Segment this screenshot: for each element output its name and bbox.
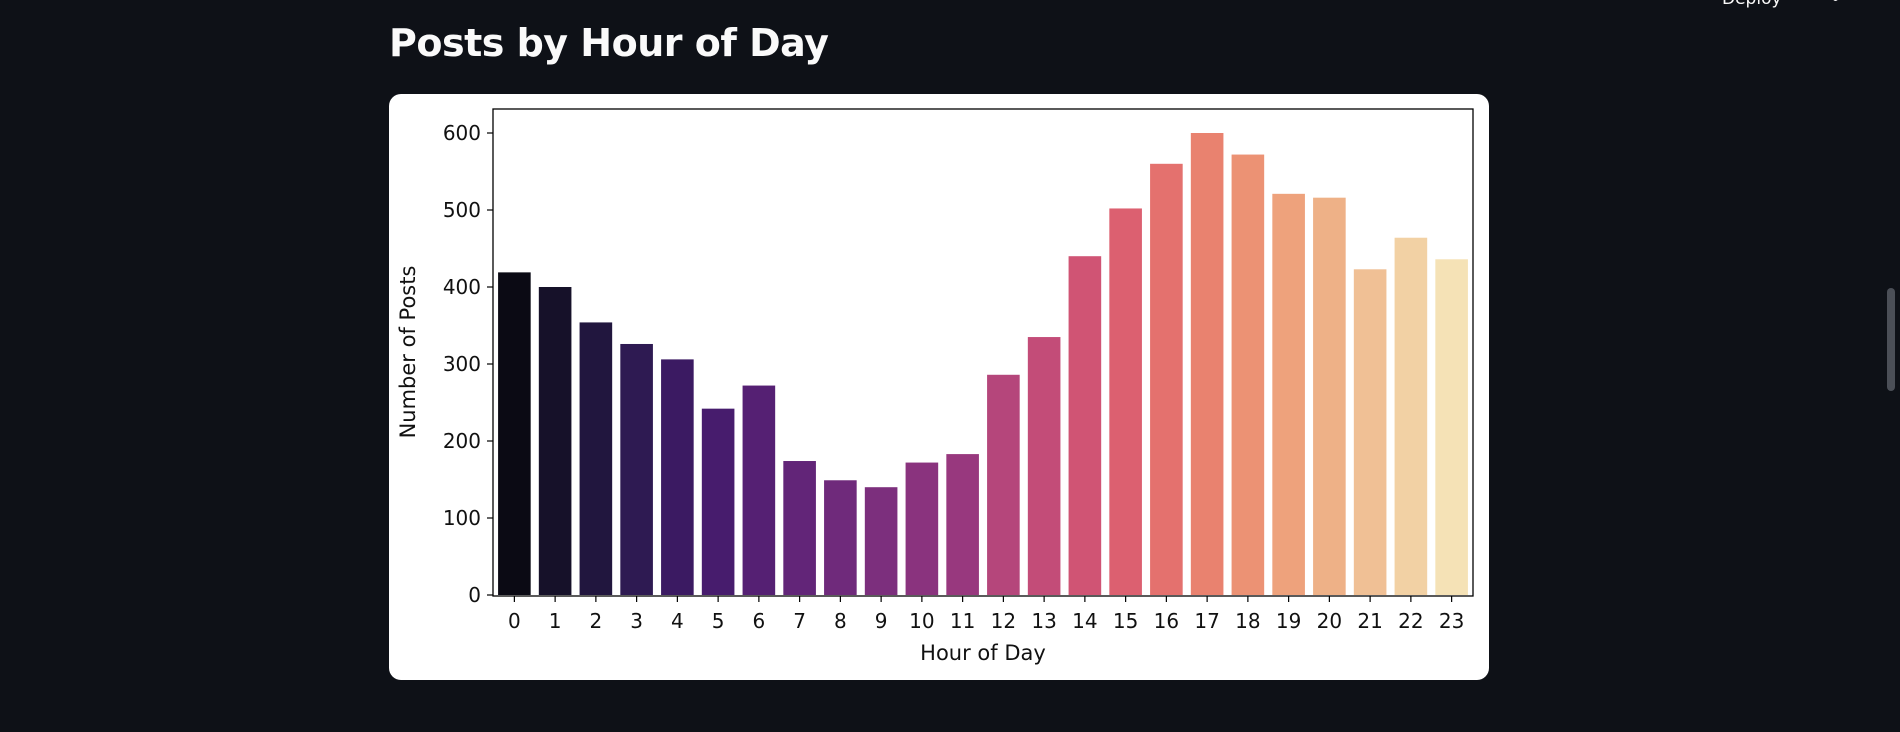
- y-tick-label: 300: [443, 352, 481, 376]
- bar-hour-17: [1190, 133, 1224, 595]
- x-tick-label: 17: [1194, 609, 1219, 633]
- x-tick-label: 18: [1235, 609, 1260, 633]
- y-tick-label: 600: [443, 121, 481, 145]
- x-tick-label: 20: [1317, 609, 1342, 633]
- y-tick-label: 100: [443, 506, 481, 530]
- deploy-button[interactable]: Deploy: [1722, 0, 1782, 9]
- x-tick-label: 0: [508, 609, 521, 633]
- y-tick-label: 500: [443, 198, 481, 222]
- bar-hour-7: [783, 461, 816, 595]
- x-tick-label: 6: [753, 609, 766, 633]
- bar-hour-10: [905, 462, 939, 595]
- bars-group: [498, 133, 1468, 596]
- bar-hour-0: [498, 272, 531, 595]
- x-tick-label: 23: [1439, 609, 1464, 633]
- bar-hour-6: [742, 385, 776, 595]
- bar-hour-21: [1353, 269, 1387, 595]
- chart-card: 0 100 200 300 400 500 600 0 1 2 3 4 5 6 7 8 9 10 11 12 13 14…: [389, 94, 1489, 680]
- scrollbar-thumb[interactable]: [1887, 288, 1895, 391]
- plot-frame: [492, 108, 1474, 597]
- x-tick-label: 3: [630, 609, 643, 633]
- x-tick-label: 22: [1398, 609, 1423, 633]
- bar-hour-16: [1150, 163, 1183, 596]
- bar-hour-19: [1272, 193, 1305, 595]
- bar-hour-4: [661, 359, 694, 595]
- bar-hour-23: [1435, 259, 1468, 595]
- bar-hour-3: [620, 343, 653, 595]
- x-tick-label: 9: [875, 609, 888, 633]
- y-axis: 0 100 200 300 400 500 600: [443, 121, 493, 607]
- x-tick-label: 16: [1154, 609, 1179, 633]
- y-tick-label: 400: [443, 275, 481, 299]
- x-tick-label: 13: [1031, 609, 1056, 633]
- bar-hour-13: [1027, 337, 1061, 595]
- bar-hour-22: [1394, 237, 1428, 595]
- x-tick-label: 7: [793, 609, 806, 633]
- x-tick-label: 10: [909, 609, 934, 633]
- vertical-dots-icon[interactable]: [1832, 0, 1840, 6]
- page-title: Posts by Hour of Day: [389, 21, 829, 65]
- bar-hour-11: [946, 454, 979, 595]
- x-tick-label: 15: [1113, 609, 1138, 633]
- bar-hour-12: [987, 374, 1020, 595]
- x-tick-label: 21: [1357, 609, 1382, 633]
- x-tick-label: 11: [950, 609, 975, 633]
- y-axis-label: Number of Posts: [396, 266, 420, 439]
- x-tick-label: 4: [671, 609, 684, 633]
- bar-hour-2: [579, 322, 613, 595]
- y-tick-label: 0: [468, 583, 481, 607]
- y-tick-label: 200: [443, 429, 481, 453]
- x-tick-label: 5: [712, 609, 725, 633]
- bar-hour-18: [1231, 154, 1265, 595]
- bar-hour-20: [1313, 197, 1346, 595]
- x-tick-label: 12: [991, 609, 1016, 633]
- bar-hour-8: [824, 480, 857, 595]
- x-tick-label: 14: [1072, 609, 1097, 633]
- x-tick-label: 8: [834, 609, 847, 633]
- bar-hour-9: [864, 487, 898, 595]
- x-axis: 0 1 2 3 4 5 6 7 8 9 10 11 12 13 14 15 16 17 18 19 20 21 22 23: [508, 596, 1464, 633]
- bar-hour-14: [1068, 256, 1102, 595]
- bar-hour-5: [701, 408, 735, 595]
- x-axis-label: Hour of Day: [920, 641, 1046, 665]
- bar-hour-15: [1109, 208, 1142, 595]
- x-tick-label: 2: [590, 609, 603, 633]
- bar-hour-1: [538, 287, 572, 595]
- x-tick-label: 1: [549, 609, 562, 633]
- x-tick-label: 19: [1276, 609, 1301, 633]
